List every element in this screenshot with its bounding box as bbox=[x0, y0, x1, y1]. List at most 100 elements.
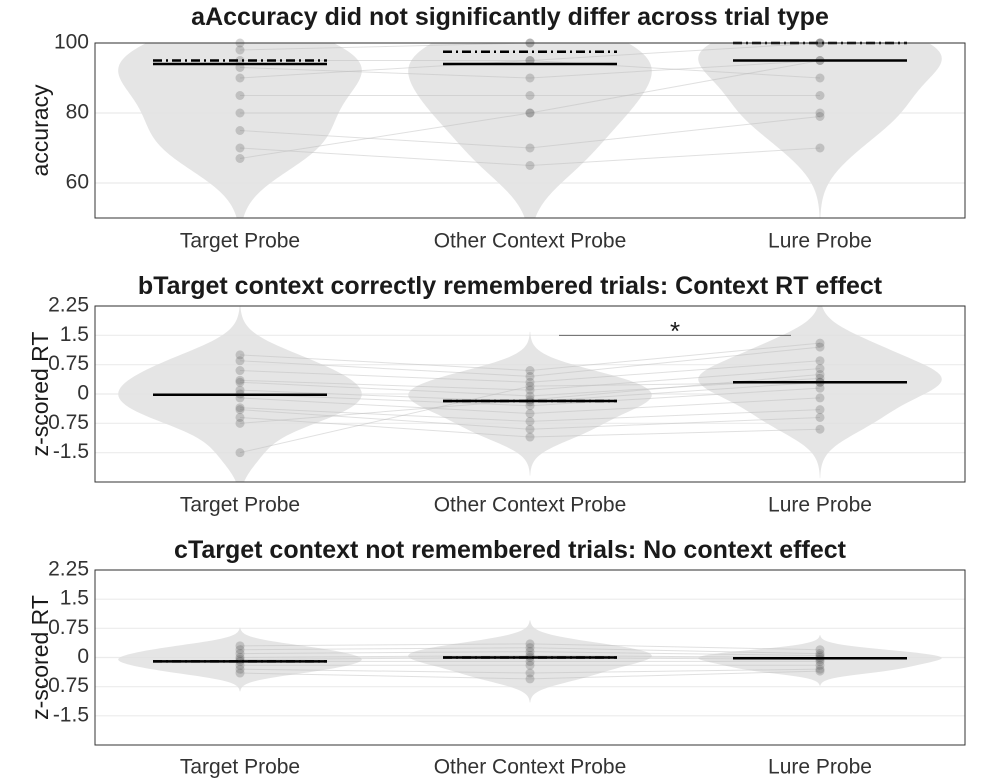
subject-line bbox=[239, 381, 531, 397]
subject-line bbox=[529, 368, 821, 391]
data-point bbox=[815, 364, 825, 374]
data-point bbox=[525, 108, 535, 118]
subject-line bbox=[529, 428, 821, 438]
subject-line bbox=[529, 60, 821, 114]
y-axis-label: z-scored RT bbox=[27, 595, 53, 720]
subject-line bbox=[239, 643, 531, 647]
data-point bbox=[235, 366, 245, 376]
subject-line bbox=[529, 668, 821, 674]
subject-line bbox=[239, 407, 531, 422]
y-tick-label: 0 bbox=[77, 645, 89, 668]
data-point bbox=[235, 45, 245, 55]
x-tick-label: Lure Probe bbox=[768, 494, 872, 517]
data-point bbox=[525, 108, 535, 118]
violin bbox=[408, 331, 652, 476]
data-point bbox=[235, 108, 245, 118]
data-point bbox=[815, 383, 825, 393]
y-tick-label: -0.75 bbox=[41, 674, 89, 697]
data-point bbox=[525, 73, 535, 83]
data-point bbox=[235, 660, 245, 670]
y-tick-label: 0 bbox=[77, 382, 89, 405]
data-point bbox=[235, 350, 245, 360]
subject-line bbox=[529, 147, 821, 166]
x-tick-label: Lure Probe bbox=[768, 230, 872, 253]
data-point bbox=[815, 369, 825, 379]
violin bbox=[408, 43, 652, 218]
subject-line bbox=[239, 354, 531, 372]
subject-line bbox=[239, 668, 531, 674]
y-tick-label: 100 bbox=[54, 31, 89, 54]
y-tick-label: 1.5 bbox=[60, 323, 89, 346]
violin bbox=[698, 635, 942, 686]
data-point bbox=[815, 424, 825, 434]
data-point bbox=[815, 649, 825, 659]
data-point bbox=[815, 342, 825, 352]
subject-line bbox=[529, 670, 821, 680]
data-point bbox=[815, 356, 825, 366]
data-point bbox=[525, 366, 535, 376]
data-point bbox=[525, 391, 535, 401]
y-tick-label: 1.5 bbox=[60, 587, 89, 610]
panel-border bbox=[94, 305, 966, 483]
y-axis-label: z-scored RT bbox=[27, 332, 53, 457]
subject-line bbox=[529, 360, 821, 383]
data-point bbox=[235, 126, 245, 135]
panel-letter: b bbox=[138, 272, 153, 300]
subject-line bbox=[529, 647, 821, 655]
data-point bbox=[525, 647, 535, 657]
data-point bbox=[525, 91, 535, 100]
panel-title: bTarget context correctly remembered tri… bbox=[138, 272, 883, 300]
subject-line bbox=[239, 399, 531, 424]
violin bbox=[118, 43, 362, 218]
subject-line bbox=[239, 385, 531, 454]
data-point bbox=[525, 660, 535, 670]
x-tick-label: Other Context Probe bbox=[434, 494, 627, 517]
y-tick-label: -0.75 bbox=[41, 411, 89, 434]
x-tick-label: Lure Probe bbox=[768, 756, 872, 779]
panel-border bbox=[94, 42, 966, 219]
data-point bbox=[525, 371, 535, 381]
data-point bbox=[235, 668, 245, 678]
data-point bbox=[815, 645, 825, 655]
data-point bbox=[235, 641, 245, 651]
subject-line bbox=[239, 416, 531, 438]
panel-title-text: Target context not remembered trials: No… bbox=[188, 536, 847, 564]
data-point bbox=[235, 405, 245, 415]
subject-line bbox=[529, 409, 821, 422]
data-point bbox=[815, 338, 825, 348]
subject-line bbox=[529, 416, 821, 430]
data-point bbox=[815, 660, 825, 670]
x-tick-label: Other Context Probe bbox=[434, 756, 627, 779]
violin bbox=[408, 620, 652, 703]
data-point bbox=[815, 91, 825, 100]
data-point bbox=[815, 112, 825, 121]
y-axis-label: accuracy bbox=[27, 84, 53, 177]
panel-border bbox=[94, 569, 966, 746]
data-point bbox=[235, 412, 245, 422]
violin bbox=[698, 43, 942, 218]
data-point bbox=[235, 154, 245, 163]
subject-line bbox=[529, 60, 821, 79]
x-tick-label: Other Context Probe bbox=[434, 230, 627, 253]
y-tick-label: 0.75 bbox=[48, 616, 89, 639]
subject-line bbox=[529, 42, 821, 61]
data-point bbox=[525, 416, 535, 426]
y-tick-label: -1.5 bbox=[53, 703, 89, 726]
data-point bbox=[815, 143, 825, 153]
subject-line bbox=[239, 655, 531, 658]
x-tick-label: Target Probe bbox=[180, 230, 300, 253]
subject-line bbox=[239, 42, 531, 51]
panel-title: aAccuracy did not significantly differ a… bbox=[191, 3, 829, 31]
x-tick-label: Target Probe bbox=[180, 494, 300, 517]
violin bbox=[698, 306, 942, 479]
data-point bbox=[815, 73, 825, 83]
data-point bbox=[235, 375, 245, 385]
data-point bbox=[525, 432, 535, 442]
data-point bbox=[525, 381, 535, 391]
subject-line bbox=[239, 672, 531, 680]
subject-line bbox=[239, 647, 531, 651]
data-point bbox=[525, 401, 535, 411]
violin bbox=[118, 627, 362, 692]
y-tick-label: 60 bbox=[66, 171, 89, 194]
panel-title: cTarget context not remembered trials: N… bbox=[174, 536, 847, 564]
